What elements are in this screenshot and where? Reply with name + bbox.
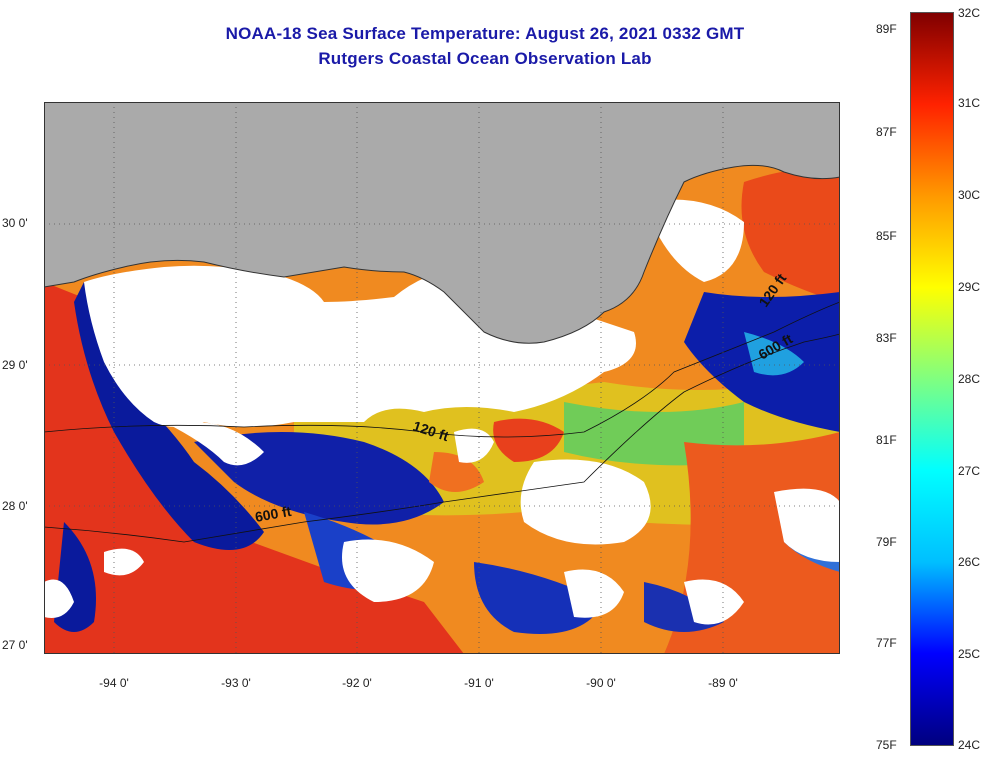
colorbar-label-26c: 26C	[958, 555, 981, 569]
cloud-sw-small	[104, 548, 144, 576]
colorbar-label-77f: 77F	[876, 636, 897, 650]
cloud-south-center	[564, 569, 624, 618]
cool-patch-south-center	[474, 562, 604, 634]
colorbar-label-30c: 30C	[958, 188, 981, 202]
colorbar-label-31c: 31C	[958, 96, 981, 110]
lon-label-91: -91 0'	[464, 676, 494, 690]
map-border	[44, 102, 840, 654]
contour-600ft	[44, 333, 840, 543]
coastline	[44, 164, 840, 344]
colorbar-label-85f: 85F	[876, 229, 897, 243]
warm-west-region	[44, 282, 464, 654]
lat-label-28: 28 0'	[2, 499, 28, 513]
cloud-west	[164, 422, 264, 466]
hot-spot-central	[493, 418, 564, 462]
chart-title: NOAA-18 Sea Surface Temperature: August …	[225, 24, 745, 43]
warm-northeast-region	[741, 168, 840, 302]
colorbar-label-89f: 89F	[876, 22, 897, 36]
cool-shelf-west	[74, 282, 264, 550]
lon-label-93: -93 0'	[221, 676, 251, 690]
colorbar-label-83f: 83F	[876, 331, 897, 345]
sst-map-canvas: 120 ft 600 ft 120 ft 600 ft	[44, 102, 840, 654]
colorbar-label-81f: 81F	[876, 433, 897, 447]
colorbar-label-25c: 25C	[958, 647, 981, 661]
colorbar-label-28c: 28C	[958, 372, 981, 386]
lon-label-89: -89 0'	[708, 676, 738, 690]
cloud-southeast	[684, 579, 744, 625]
land-mass	[44, 102, 840, 344]
cloud-sw-edge	[44, 579, 74, 618]
temperature-colorbar	[910, 12, 954, 746]
colorbar-label-75f: 75F	[876, 738, 897, 752]
colorbar-label-79f: 79F	[876, 535, 897, 549]
contour-label-600ft-west: 600 ft	[254, 503, 293, 525]
cloud-delta	[644, 199, 744, 282]
cloud-south	[342, 539, 434, 602]
colorbar-label-29c: 29C	[958, 280, 981, 294]
lon-label-94: -94 0'	[99, 676, 129, 690]
lon-label-90: -90 0'	[586, 676, 616, 690]
colorbar-label-27c: 27C	[958, 464, 981, 478]
warm-spot-central	[429, 452, 484, 492]
cloud-center-small	[454, 428, 494, 463]
contour-120ft	[44, 301, 840, 438]
cloud-east	[774, 488, 840, 562]
lat-label-29: 29 0'	[2, 358, 28, 372]
lat-label-27: 27 0'	[2, 638, 28, 652]
colorbar-label-32c: 32C	[958, 6, 981, 20]
graticule	[44, 102, 840, 654]
cloud-center	[520, 459, 651, 545]
colorbar-label-87f: 87F	[876, 125, 897, 139]
lon-label-92: -92 0'	[342, 676, 372, 690]
colorbar-label-24c: 24C	[958, 738, 981, 752]
cyan-patch-east	[744, 332, 804, 376]
sst-map: 120 ft 600 ft 120 ft 600 ft	[44, 102, 840, 654]
chart-subtitle: Rutgers Coastal Ocean Observation Lab	[318, 49, 652, 68]
lat-label-30: 30 0'	[2, 216, 28, 230]
